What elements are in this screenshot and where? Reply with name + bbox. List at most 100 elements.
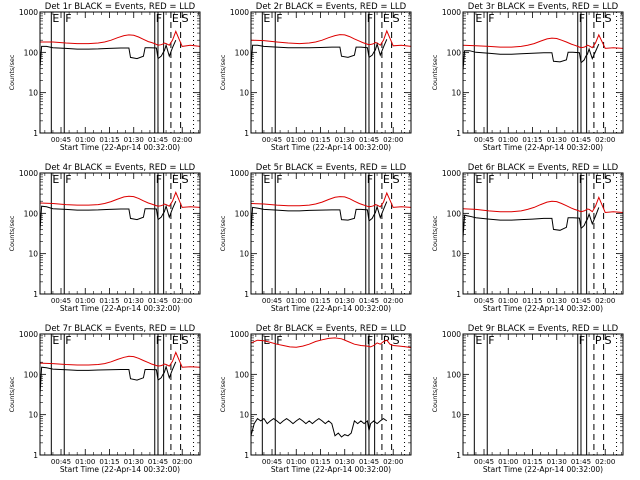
lld-series-line	[39, 351, 201, 368]
x-tick-label: 00:45	[474, 458, 494, 466]
marker-label: F	[65, 12, 71, 25]
y-tick-label: 1000	[230, 169, 249, 178]
x-tick-label: 00:45	[51, 136, 71, 144]
x-tick-label: 00:45	[51, 458, 71, 466]
x-tick-label: 01:30	[124, 458, 144, 466]
x-tick-label: 00:45	[262, 458, 282, 466]
y-tick-label: 1000	[230, 8, 249, 17]
x-tick-label: 01:15	[522, 297, 542, 305]
chart-panel-3: Det 3r BLACK = Events, RED = LLD 1 10 100 10…	[431, 2, 624, 152]
marker-label: E	[263, 12, 270, 25]
x-axis-label: Start Time (22-Apr-14 00:32:00)	[483, 143, 603, 152]
marker-label: F	[579, 12, 585, 25]
x-tick-label: 01:45	[359, 136, 379, 144]
y-axis-label: Counts/sec	[219, 54, 227, 90]
plot-frame	[250, 172, 412, 295]
marker-label: P	[595, 334, 602, 347]
x-tick-label: 01:15	[99, 297, 119, 305]
y-axis-label: Counts/sec	[219, 376, 227, 412]
marker-label: E	[383, 173, 390, 186]
y-tick-label: 1	[33, 451, 38, 460]
x-tick-label: 02:00	[595, 458, 615, 466]
y-tick-label: 1	[456, 290, 461, 299]
y-tick-label: 1000	[442, 330, 461, 339]
marker-label: E	[52, 12, 59, 25]
y-tick-label: 100	[235, 209, 250, 218]
marker-label: F	[488, 173, 494, 186]
y-tick-label: 10	[239, 89, 249, 98]
chart-title: Det 1r BLACK = Events, RED = LLD	[45, 2, 196, 12]
marker-label: S	[182, 173, 189, 186]
y-axis-label: Counts/sec	[8, 215, 16, 251]
x-tick-label: 01:00	[286, 136, 306, 144]
marker-label: E	[595, 173, 602, 186]
lld-series-line	[39, 191, 201, 208]
marker-label: S	[182, 12, 189, 25]
chart-panel-7: Det 7r BLACK = Events, RED = LLD 1 10 100 10…	[8, 324, 201, 474]
y-tick-label: 1	[244, 451, 249, 460]
x-tick-label: 01:45	[148, 458, 168, 466]
y-tick-label: 100	[24, 209, 39, 218]
events-series-line	[462, 43, 600, 71]
events-series-line	[39, 361, 177, 396]
x-tick-label: 01:45	[571, 458, 591, 466]
y-tick-label: 1000	[442, 8, 461, 17]
plot-frame	[39, 172, 201, 295]
events-series-line	[462, 207, 600, 238]
y-tick-label: 10	[28, 250, 38, 259]
plot-frame	[250, 333, 412, 456]
x-tick-label: 00:45	[474, 297, 494, 305]
marker-label: F	[579, 173, 585, 186]
x-tick-label: 01:00	[498, 136, 518, 144]
marker-label: S	[393, 12, 400, 25]
y-tick-label: 100	[24, 48, 39, 57]
marker-label: E	[383, 12, 390, 25]
chart-panel-6: Det 6r BLACK = Events, RED = LLD 1 10 100 10…	[431, 163, 624, 313]
marker-label: S	[393, 173, 400, 186]
marker-label: F	[579, 334, 585, 347]
x-tick-label: 01:15	[310, 136, 330, 144]
x-tick-label: 01:00	[75, 136, 95, 144]
y-tick-label: 100	[447, 370, 462, 379]
marker-label: F	[65, 173, 71, 186]
marker-label: F	[488, 12, 494, 25]
marker-label: F	[367, 173, 373, 186]
x-tick-label: 01:30	[547, 297, 567, 305]
y-tick-label: 10	[451, 89, 461, 98]
events-series-line	[250, 417, 388, 438]
x-tick-label: 00:45	[262, 297, 282, 305]
x-tick-label: 01:15	[99, 458, 119, 466]
x-axis-label: Start Time (22-Apr-14 00:32:00)	[60, 465, 180, 474]
y-tick-label: 1000	[19, 169, 38, 178]
events-series-line	[39, 200, 177, 232]
chart-title: Det 9r BLACK = Events, RED = LLD	[468, 324, 619, 334]
chart-title: Det 8r BLACK = Events, RED = LLD	[256, 324, 407, 334]
marker-label: E	[475, 12, 482, 25]
marker-label: S	[393, 334, 400, 347]
y-tick-label: 1	[33, 129, 38, 138]
x-tick-label: 01:00	[286, 458, 306, 466]
lld-series-line	[462, 195, 624, 214]
marker-label: F	[367, 334, 373, 347]
x-tick-label: 01:00	[75, 458, 95, 466]
marker-label: E	[475, 173, 482, 186]
marker-label: S	[605, 12, 612, 25]
x-tick-label: 02:00	[595, 136, 615, 144]
marker-label: E	[52, 173, 59, 186]
x-tick-label: 01:30	[547, 458, 567, 466]
y-tick-label: 100	[235, 48, 250, 57]
x-tick-label: 01:45	[571, 136, 591, 144]
x-tick-label: 01:45	[571, 297, 591, 305]
plot-frame	[462, 172, 624, 295]
events-series-line	[250, 201, 388, 232]
plot-frame	[462, 11, 624, 134]
marker-label: F	[488, 334, 494, 347]
x-tick-label: 02:00	[383, 136, 403, 144]
chart-title: Det 3r BLACK = Events, RED = LLD	[468, 2, 619, 12]
x-tick-label: 02:00	[383, 297, 403, 305]
marker-label: E	[172, 12, 179, 25]
marker-label: E	[52, 334, 59, 347]
x-tick-label: 01:15	[310, 458, 330, 466]
marker-label: F	[276, 12, 282, 25]
